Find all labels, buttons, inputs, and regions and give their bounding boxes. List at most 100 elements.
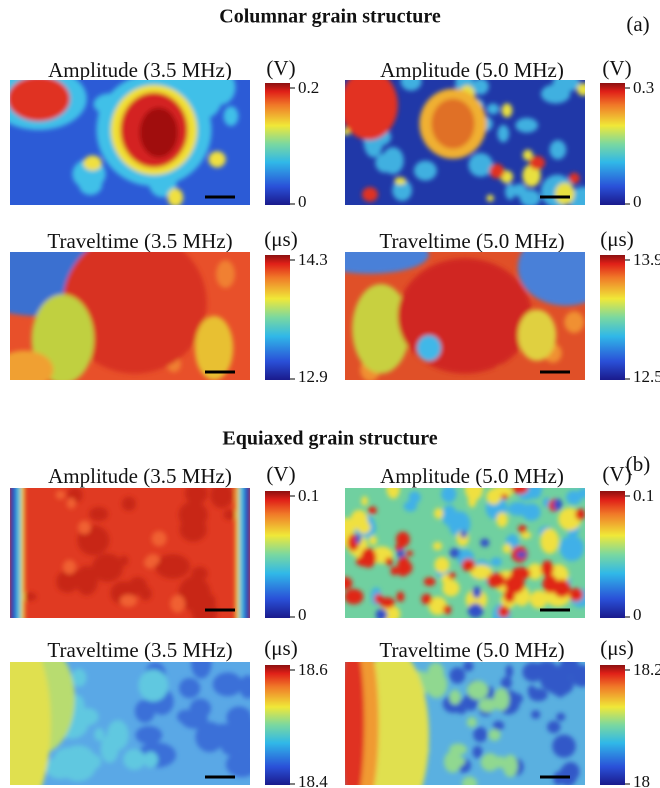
- blob: [570, 664, 585, 687]
- colorbar: [600, 83, 625, 205]
- blob: [210, 488, 234, 509]
- blob: [480, 753, 500, 772]
- colorbar-max: 18.6: [298, 660, 328, 679]
- blob: [486, 194, 494, 202]
- blob: [461, 776, 478, 785]
- blob: [178, 576, 211, 612]
- edge: [10, 488, 16, 618]
- colorbar-min: 0: [298, 192, 307, 211]
- blob: [62, 252, 207, 374]
- colorbar: [265, 491, 290, 618]
- blob: [191, 662, 212, 679]
- blob: [106, 720, 129, 751]
- unit: (V): [266, 462, 295, 486]
- blob: [191, 566, 208, 581]
- heatmap: [345, 252, 585, 380]
- blob: [394, 544, 404, 552]
- blob: [527, 488, 542, 499]
- blob: [486, 103, 500, 115]
- blob: [390, 566, 399, 576]
- blob: [152, 536, 162, 545]
- blob: [55, 490, 66, 500]
- blob: [400, 80, 422, 91]
- blob: [434, 556, 450, 574]
- blob: [385, 557, 394, 566]
- blob: [480, 538, 490, 547]
- blob: [558, 764, 577, 785]
- blob: [448, 572, 456, 579]
- blob: [531, 710, 541, 719]
- blob: [431, 98, 475, 149]
- panel: Amplitude (3.5 MHz) (V)0.2 0: [10, 56, 319, 211]
- panel: Traveltime (5.0 MHz) (μs)13.9 12.5: [345, 227, 660, 386]
- blob: [466, 716, 477, 728]
- blob: [496, 512, 508, 528]
- blob: [493, 688, 510, 711]
- blob: [139, 107, 178, 158]
- blob: [575, 508, 585, 521]
- colorbar-min: 0: [633, 605, 642, 624]
- unit: (μs): [600, 227, 633, 251]
- blob: [554, 182, 575, 205]
- heatmap: [10, 488, 250, 618]
- colorbar: [265, 255, 290, 380]
- blob: [223, 106, 239, 127]
- colorbar: [265, 83, 290, 205]
- blob: [78, 520, 91, 535]
- blob: [497, 124, 510, 143]
- panel-title: Amplitude (3.5 MHz): [48, 464, 232, 488]
- blob: [66, 570, 91, 589]
- blob: [362, 187, 378, 202]
- blob: [505, 664, 513, 678]
- panel: Amplitude (5.0 MHz) (V)0.1 0: [345, 462, 654, 624]
- blob: [143, 751, 159, 768]
- section-title: Columnar grain structure: [219, 6, 441, 28]
- colorbar-max: 13.9: [633, 250, 660, 269]
- blob: [467, 603, 484, 618]
- blob: [487, 572, 506, 588]
- blob: [184, 488, 208, 505]
- colorbar-min: 12.9: [298, 367, 328, 386]
- blob: [433, 507, 444, 519]
- panel-title: Amplitude (3.5 MHz): [48, 58, 232, 82]
- section-title: Equiaxed grain structure: [222, 428, 437, 450]
- panel: Amplitude (3.5 MHz) (V)0.1 0: [10, 462, 319, 624]
- panel: Traveltime (3.5 MHz) (μs)14.3 12.9: [10, 227, 328, 386]
- panel-title: Traveltime (5.0 MHz): [379, 229, 564, 253]
- blob: [449, 689, 461, 705]
- blob: [432, 541, 443, 551]
- colorbar-max: 0.3: [633, 78, 654, 97]
- heatmap-blobs: [345, 252, 585, 380]
- edge: [20, 488, 25, 618]
- blob: [478, 698, 497, 713]
- colorbar-max: 0.2: [298, 78, 319, 97]
- blob: [134, 699, 156, 723]
- panel: Traveltime (3.5 MHz) (μs)18.6 18.4: [10, 636, 328, 788]
- blob: [135, 725, 163, 745]
- heatmap: [345, 488, 585, 618]
- blob: [143, 556, 157, 569]
- blob: [421, 593, 432, 605]
- blob: [345, 80, 398, 140]
- blob: [178, 678, 201, 699]
- blob: [559, 535, 585, 562]
- blob: [460, 530, 467, 539]
- blob: [123, 748, 146, 770]
- blob: [547, 720, 561, 734]
- edge: [235, 488, 240, 618]
- edge: [244, 488, 250, 618]
- blob: [425, 671, 448, 699]
- colorbar-min: 0: [298, 605, 307, 624]
- blob: [466, 488, 481, 495]
- colorbar-min: 12.5: [633, 367, 660, 386]
- blob: [470, 564, 493, 580]
- blob: [490, 557, 502, 567]
- blob: [170, 594, 186, 613]
- heatmap: [345, 80, 585, 205]
- blob: [83, 155, 102, 171]
- blob: [501, 493, 508, 500]
- blob: [502, 543, 512, 554]
- blob: [413, 160, 437, 181]
- colorbar-min: 18.4: [298, 772, 328, 788]
